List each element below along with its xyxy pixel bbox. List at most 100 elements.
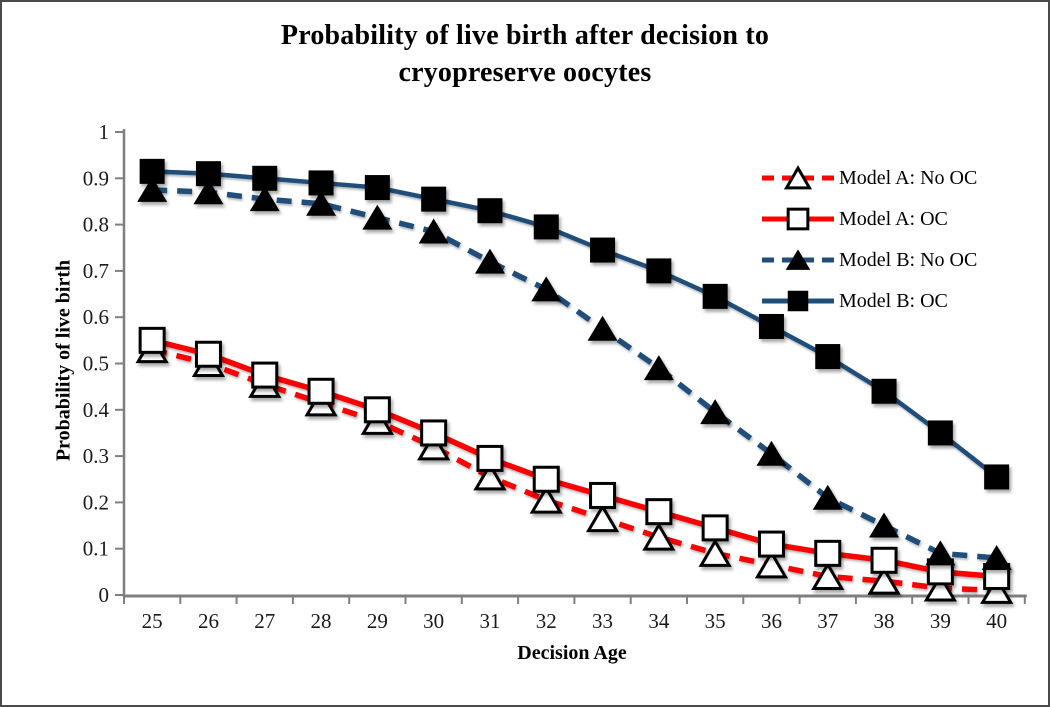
- legend-label: Model A: No OC: [839, 166, 978, 189]
- y-tick-label: 0.3: [83, 444, 109, 468]
- square-open-marker: [363, 396, 391, 424]
- x-tick-label: 33: [592, 609, 613, 633]
- triangle-filled-marker: [785, 249, 811, 270]
- x-tick-label: 30: [423, 609, 444, 633]
- triangle-open-marker: [923, 573, 957, 602]
- square-open-marker: [476, 444, 504, 472]
- triangle-filled-marker: [193, 179, 224, 205]
- x-tick-label: 37: [817, 609, 838, 633]
- triangle-filled-marker: [418, 218, 449, 244]
- x-tick-label: 26: [198, 609, 219, 633]
- square-open-marker: [194, 340, 222, 368]
- chart-title: Probability of live birth after decision…: [2, 18, 1048, 92]
- square-open-marker: [757, 530, 785, 558]
- triangle-open-marker: [754, 549, 789, 579]
- square-open-marker: [251, 361, 279, 389]
- triangle-open-marker: [783, 165, 813, 190]
- y-tick-label: 0.5: [83, 352, 109, 376]
- square-open-marker: [645, 498, 673, 526]
- x-tick-label: 36: [761, 609, 782, 633]
- triangle-filled-marker: [756, 440, 787, 466]
- square-filled-marker: [927, 420, 953, 446]
- y-tick-label: 0.1: [83, 537, 109, 561]
- legend-swatch: [762, 207, 834, 231]
- triangle-filled-marker: [249, 186, 280, 212]
- x-tick-label: 35: [705, 609, 726, 633]
- series-line: [152, 169, 999, 479]
- x-tick-label: 25: [142, 609, 163, 633]
- square-filled-marker: [477, 198, 503, 224]
- y-tick-label: 0.2: [83, 490, 109, 514]
- triangle-filled-marker: [643, 355, 674, 381]
- triangle-open-marker: [811, 561, 845, 590]
- series-line: [151, 337, 997, 580]
- square-filled-marker: [871, 378, 897, 404]
- legend-item-model-a-oc: Model A: OC: [760, 203, 977, 235]
- x-tick-label: 40: [986, 609, 1007, 633]
- square-open-marker: [589, 481, 617, 509]
- triangle-filled-marker: [531, 276, 562, 302]
- square-filled-marker: [590, 237, 616, 263]
- square-filled-marker: [787, 290, 809, 312]
- y-tick-label: 0.4: [83, 398, 110, 422]
- square-open-marker: [420, 419, 448, 447]
- legend-item-model-a-no-oc: Model A: No OC: [760, 162, 977, 194]
- triangle-open-marker: [417, 431, 451, 461]
- triangle-filled-marker: [474, 248, 505, 274]
- x-tick-label: 27: [254, 609, 275, 633]
- x-tick-label: 31: [479, 609, 500, 633]
- x-axis-title: Decision Age: [517, 642, 627, 664]
- series-markers: [139, 158, 1010, 490]
- square-filled-marker: [364, 175, 390, 201]
- triangle-open-marker: [867, 566, 901, 595]
- triangle-open-marker: [642, 522, 676, 551]
- square-open-marker: [532, 465, 560, 493]
- legend: Model A: No OC Model A: OC Model B: No OC M…: [760, 162, 977, 317]
- x-tick-label: 39: [930, 609, 951, 633]
- axes: 1 0.9 0.8 0.7 0.6 0.5 0.4 0.3 0.2 0.1 0 25 26 27 28 29 3…: [83, 120, 1027, 633]
- square-open-marker: [786, 207, 810, 231]
- triangle-filled-marker: [869, 512, 900, 538]
- square-open-marker: [701, 514, 729, 542]
- y-tick-label: 0.9: [83, 166, 109, 190]
- square-filled-marker: [308, 170, 334, 196]
- legend-item-model-b-no-oc: Model B: No OC: [760, 244, 977, 276]
- y-tick-label: 1: [99, 120, 110, 144]
- series-model-b-no-oc: [137, 176, 1012, 570]
- square-filled-marker: [815, 344, 841, 370]
- square-filled-marker: [984, 464, 1010, 490]
- y-tick-label: 0.6: [83, 305, 109, 329]
- triangle-open-marker: [585, 503, 620, 533]
- legend-swatch: [762, 249, 834, 270]
- square-filled-marker: [252, 165, 278, 191]
- series-markers: [137, 176, 1012, 570]
- x-tick-label: 38: [874, 609, 895, 633]
- series-model-b-oc: [139, 158, 1010, 490]
- chart-title-line-2: cryopreserve oocytes: [398, 56, 652, 88]
- series-markers: [138, 326, 1011, 590]
- triangle-filled-marker: [925, 540, 956, 566]
- square-filled-marker: [646, 258, 672, 284]
- triangle-filled-marker: [700, 399, 731, 425]
- triangle-open-marker: [698, 538, 732, 567]
- triangle-filled-marker: [981, 544, 1012, 570]
- square-filled-marker: [758, 313, 784, 339]
- triangle-filled-marker: [306, 190, 337, 216]
- triangle-filled-marker: [362, 204, 393, 230]
- square-filled-marker: [421, 186, 447, 212]
- square-filled-marker: [702, 283, 728, 309]
- series-line: [151, 346, 997, 594]
- legend-label: Model A: OC: [839, 207, 948, 230]
- square-filled-marker: [139, 158, 165, 184]
- legend-swatch: [762, 290, 834, 312]
- legend-item-model-b-oc: Model B: OC: [760, 285, 977, 317]
- series-model-a-oc: [138, 326, 1011, 590]
- square-open-marker: [307, 377, 335, 405]
- square-filled-marker: [533, 214, 559, 240]
- triangle-open-marker: [473, 461, 507, 491]
- x-tick-label: 32: [536, 609, 557, 633]
- triangle-filled-marker: [812, 484, 843, 510]
- legend-label: Model B: OC: [839, 289, 948, 312]
